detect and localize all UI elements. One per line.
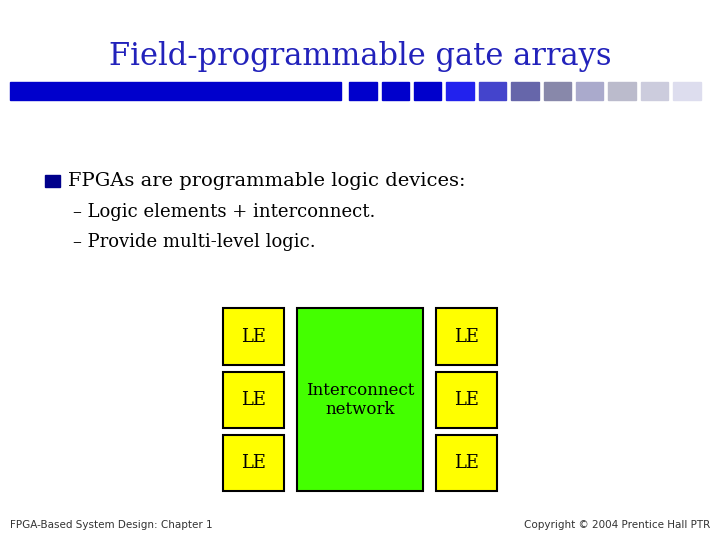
Bar — [382, 82, 409, 100]
Bar — [544, 82, 571, 100]
Text: LE: LE — [241, 391, 266, 409]
Text: – Provide multi-level logic.: – Provide multi-level logic. — [73, 233, 316, 251]
Bar — [511, 82, 539, 100]
Bar — [436, 435, 497, 491]
Bar — [479, 82, 506, 100]
Text: LE: LE — [454, 454, 479, 472]
Text: LE: LE — [454, 328, 479, 346]
Bar — [297, 308, 423, 491]
Text: FPGA-Based System Design: Chapter 1: FPGA-Based System Design: Chapter 1 — [10, 520, 212, 530]
Text: Interconnect
network: Interconnect network — [306, 382, 414, 418]
Bar — [349, 82, 377, 100]
Bar — [576, 82, 603, 100]
Text: LE: LE — [241, 454, 266, 472]
Text: – Logic elements + interconnect.: – Logic elements + interconnect. — [73, 203, 376, 221]
Bar — [45, 175, 60, 187]
Text: FPGAs are programmable logic devices:: FPGAs are programmable logic devices: — [68, 172, 465, 190]
Text: LE: LE — [241, 328, 266, 346]
Bar — [446, 82, 474, 100]
Text: Field-programmable gate arrays: Field-programmable gate arrays — [109, 41, 611, 72]
Bar — [436, 372, 497, 428]
Text: LE: LE — [454, 391, 479, 409]
Bar — [414, 82, 441, 100]
Bar — [222, 435, 284, 491]
Bar — [222, 372, 284, 428]
Bar — [222, 308, 284, 365]
Bar — [641, 82, 668, 100]
Bar — [673, 82, 701, 100]
Text: Copyright © 2004 Prentice Hall PTR: Copyright © 2004 Prentice Hall PTR — [523, 520, 710, 530]
Bar — [10, 82, 341, 100]
Bar — [436, 308, 497, 365]
Bar — [608, 82, 636, 100]
